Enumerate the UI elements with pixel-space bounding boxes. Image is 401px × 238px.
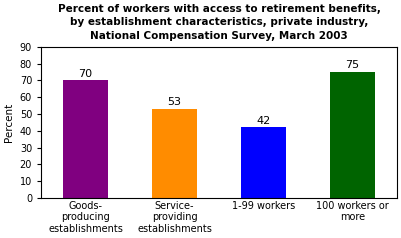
Y-axis label: Percent: Percent — [4, 103, 14, 142]
Bar — [152, 109, 197, 198]
Text: 70: 70 — [79, 69, 93, 79]
Bar — [63, 80, 108, 198]
Bar — [330, 72, 375, 198]
Text: 53: 53 — [168, 97, 182, 107]
Title: Percent of workers with access to retirement benefits,
by establishment characte: Percent of workers with access to retire… — [57, 4, 381, 40]
Text: 75: 75 — [345, 60, 359, 70]
Text: 42: 42 — [256, 116, 271, 126]
Bar — [241, 127, 286, 198]
